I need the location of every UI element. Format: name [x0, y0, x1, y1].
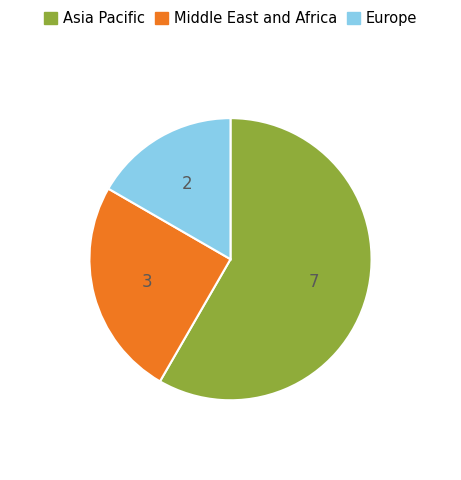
Text: 3: 3 [142, 273, 153, 290]
Wedge shape [108, 118, 230, 259]
Wedge shape [160, 118, 372, 400]
Text: 2: 2 [182, 176, 193, 193]
Wedge shape [89, 189, 230, 382]
Text: 7: 7 [308, 273, 319, 290]
Legend: Asia Pacific, Middle East and Africa, Europe: Asia Pacific, Middle East and Africa, Eu… [38, 5, 423, 32]
